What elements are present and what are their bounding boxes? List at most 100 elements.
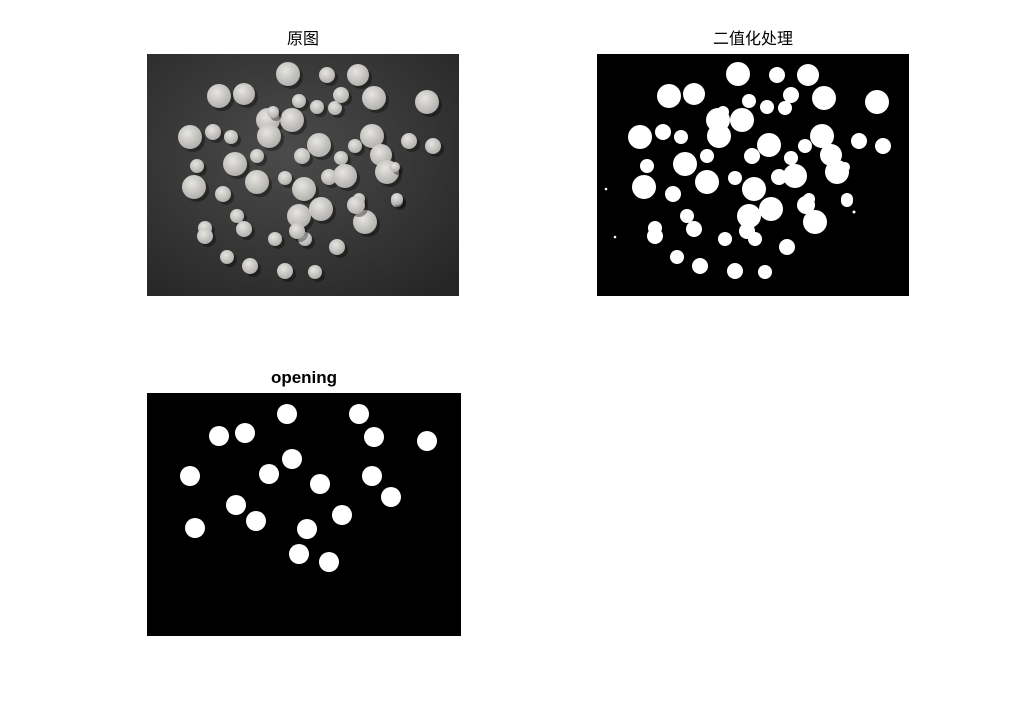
binary-blob (695, 170, 719, 194)
binary-blob (718, 232, 732, 246)
coin (287, 204, 311, 228)
coin (308, 265, 322, 279)
binary-blob (692, 258, 708, 274)
opening-image (147, 393, 461, 636)
binary-blob (779, 239, 795, 255)
binary-blob (769, 67, 785, 83)
coin (401, 133, 417, 149)
coin (391, 193, 403, 205)
binary-image (597, 54, 909, 296)
noise-speck (852, 210, 856, 214)
coin (207, 84, 231, 108)
opened-blob (282, 449, 302, 469)
coin (230, 209, 244, 223)
coin (329, 239, 345, 255)
noise-speck (604, 187, 608, 191)
panel-title-binary: 二值化处理 (712, 29, 793, 48)
coin (277, 263, 293, 279)
original-image (147, 54, 459, 296)
binary-blob (784, 151, 798, 165)
binary-blob (674, 130, 688, 144)
coin (353, 210, 377, 234)
binary-blob (686, 221, 702, 237)
noise-speck (613, 235, 617, 239)
opened-blob (246, 511, 266, 531)
coin (233, 83, 255, 105)
coin (190, 159, 204, 173)
binary-blob (707, 124, 731, 148)
binary-blob (673, 152, 697, 176)
opened-blob (185, 518, 205, 538)
binary-blob (640, 159, 654, 173)
coin (197, 228, 213, 244)
binary-blob (797, 196, 815, 214)
coin (236, 221, 252, 237)
binary-blob (730, 108, 754, 132)
coin (390, 162, 400, 172)
coin (348, 139, 362, 153)
binary-blob (851, 133, 867, 149)
coin (250, 149, 264, 163)
coin (278, 171, 292, 185)
binary-blob (665, 186, 681, 202)
coin (415, 90, 439, 114)
binary-blob (647, 228, 663, 244)
binary-blob (632, 175, 656, 199)
binary-blob (812, 86, 836, 110)
original-image-axes (147, 54, 459, 296)
coin (319, 67, 335, 83)
binary-blob (744, 148, 760, 164)
binary-blob (655, 124, 671, 140)
coin (333, 164, 357, 188)
opened-blob (209, 426, 229, 446)
binary-blob (628, 125, 652, 149)
panel-title-opening: opening (270, 368, 338, 387)
coin (347, 196, 365, 214)
opened-blob (226, 495, 246, 515)
opened-blob (332, 505, 352, 525)
coin (362, 86, 386, 110)
coin (292, 177, 316, 201)
coin (347, 64, 369, 86)
binary-image-axes (597, 54, 909, 296)
noise-speck (745, 234, 749, 238)
coin (328, 101, 342, 115)
coin (205, 124, 221, 140)
panel-title-original: 原图 (286, 29, 319, 48)
binary-blob (783, 164, 807, 188)
binary-blob (728, 171, 742, 185)
binary-blob (798, 139, 812, 153)
coin (309, 197, 333, 221)
coin (245, 170, 269, 194)
opened-blob (364, 427, 384, 447)
coin (223, 152, 247, 176)
coin (267, 106, 279, 118)
coin (215, 186, 231, 202)
coin (321, 169, 337, 185)
binary-blob (726, 62, 750, 86)
binary-blob (759, 197, 783, 221)
coin (276, 62, 300, 86)
binary-blob (717, 106, 729, 118)
coin (289, 223, 305, 239)
binary-blob (783, 87, 799, 103)
binary-blob (739, 223, 755, 239)
binary-blob (758, 265, 772, 279)
coin (257, 124, 281, 148)
opened-blob (349, 404, 369, 424)
coin (220, 250, 234, 264)
opened-blob (235, 423, 255, 443)
coin (182, 175, 206, 199)
binary-blob (797, 64, 819, 86)
opened-blob (319, 552, 339, 572)
binary-blob (778, 101, 792, 115)
opened-blob (289, 544, 309, 564)
opened-blob (310, 474, 330, 494)
binary-blob (742, 177, 766, 201)
coin (224, 130, 238, 144)
binary-blob (875, 138, 891, 154)
binary-blob (683, 83, 705, 105)
binary-blob (840, 162, 850, 172)
noise-speck (857, 142, 861, 146)
binary-blob (670, 250, 684, 264)
